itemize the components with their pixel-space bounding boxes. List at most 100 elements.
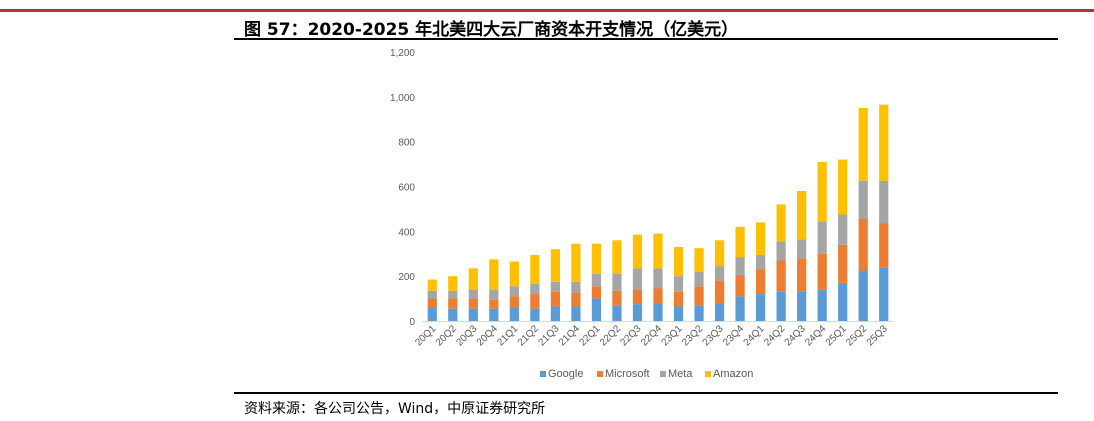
bar-microsoft-22q2: [612, 290, 622, 306]
bar-amazon-24q3: [797, 190, 807, 240]
bar-meta-20q4: [489, 289, 499, 300]
bar-amazon-20q1: [427, 279, 437, 291]
bar-google-22q1: [591, 298, 602, 321]
bar-google-23q4: [735, 296, 745, 321]
x-tick-label: 25Q3: [865, 323, 890, 348]
y-tick-label: 400: [398, 227, 415, 238]
bar-meta-20q3: [468, 289, 478, 299]
x-tick-label: 24Q2: [762, 323, 787, 348]
bar-microsoft-23q1: [673, 291, 684, 307]
bar-amazon-22q1: [591, 243, 602, 274]
x-tick-label: 20Q2: [434, 323, 459, 348]
legend-swatch-amazon: [705, 371, 711, 377]
x-tick-label: 23Q4: [721, 323, 746, 348]
bar-amazon-21q3: [550, 249, 560, 282]
bar-amazon-22q2: [612, 240, 622, 274]
bar-microsoft-24q4: [817, 253, 827, 290]
bar-google-25q3: [879, 267, 889, 321]
y-axis: 0 200 400 600 800 1,000 1,200: [390, 48, 415, 328]
bar-meta-21q4: [571, 281, 581, 293]
bar-google-22q2: [612, 305, 622, 321]
bar-amazon-22q4: [653, 233, 663, 269]
bar-microsoft-23q4: [735, 275, 745, 297]
bar-amazon-23q3: [714, 240, 725, 267]
legend-label-meta: Meta: [668, 368, 693, 380]
bar-amazon-25q1: [838, 159, 848, 215]
bar-amazon-22q3: [632, 234, 643, 269]
bar-google-23q1: [673, 306, 684, 321]
x-tick-label: 23Q3: [701, 323, 726, 348]
bar-microsoft-21q1: [509, 296, 519, 308]
x-tick-label: 22Q3: [619, 323, 644, 348]
bar-meta-20q2: [448, 290, 458, 299]
bar-microsoft-24q1: [755, 269, 766, 295]
bar-microsoft-20q1: [427, 298, 437, 308]
x-tick-label: 20Q1: [413, 323, 438, 348]
bar-microsoft-24q3: [797, 258, 807, 292]
x-tick-label: 22Q4: [639, 323, 664, 348]
title-rule: [234, 38, 1058, 40]
bar-meta-23q3: [714, 266, 725, 281]
bar-meta-24q2: [776, 241, 786, 261]
bar-meta-25q1: [838, 214, 848, 245]
x-tick-label: 23Q1: [660, 323, 685, 348]
bar-microsoft-22q3: [632, 289, 643, 305]
bar-microsoft-23q3: [714, 280, 725, 304]
y-tick-label: 0: [409, 317, 415, 328]
y-tick-label: 1,200: [390, 48, 415, 59]
x-tick-label: 21Q3: [536, 323, 561, 348]
bar-google-23q2: [694, 305, 704, 321]
bar-google-24q4: [817, 289, 827, 321]
x-tick-label: 25Q1: [824, 323, 849, 348]
bar-meta-23q2: [694, 271, 704, 287]
bar-microsoft-22q4: [653, 288, 663, 304]
bar-google-25q2: [858, 270, 868, 321]
bar-microsoft-22q1: [591, 286, 602, 299]
bar-microsoft-23q2: [694, 286, 704, 306]
bar-microsoft-21q4: [571, 292, 581, 307]
bar-google-22q4: [653, 303, 663, 321]
bar-microsoft-25q1: [838, 244, 848, 283]
bar-amazon-24q1: [755, 222, 766, 255]
bar-microsoft-21q3: [550, 291, 560, 307]
bar-microsoft-24q2: [776, 260, 786, 292]
bar-meta-24q4: [817, 221, 827, 254]
bar-meta-22q3: [632, 268, 643, 290]
bar-google-21q3: [550, 306, 560, 321]
bar-amazon-25q2: [858, 108, 868, 181]
legend-label-amazon: Amazon: [713, 368, 753, 380]
bar-microsoft-20q2: [448, 298, 458, 309]
bar-amazon-21q4: [571, 243, 581, 282]
figure-title: 图 57：2020-2025 年北美四大云厂商资本开支情况（亿美元）: [244, 20, 739, 40]
bar-meta-22q4: [653, 268, 663, 289]
bar-meta-21q3: [550, 281, 560, 292]
bar-google-20q3: [468, 308, 478, 321]
bar-series: [427, 104, 889, 321]
x-tick-label: 21Q4: [557, 323, 582, 348]
x-tick-label: 25Q2: [844, 323, 869, 348]
bar-amazon-24q2: [776, 204, 786, 242]
bar-amazon-20q4: [489, 259, 499, 290]
bar-amazon-24q4: [817, 161, 827, 222]
y-tick-label: 1,000: [390, 93, 415, 104]
bar-amazon-25q3: [879, 104, 889, 181]
bar-amazon-23q4: [735, 226, 745, 258]
x-tick-label: 23Q2: [680, 323, 705, 348]
bar-meta-24q1: [755, 254, 766, 270]
x-tick-label: 24Q1: [742, 323, 767, 348]
bar-amazon-21q2: [530, 254, 540, 285]
bottom-rule: [234, 392, 1058, 394]
bar-meta-21q2: [530, 284, 540, 295]
bar-google-20q2: [448, 308, 458, 321]
y-tick-label: 200: [398, 272, 415, 283]
bar-amazon-23q1: [673, 247, 684, 277]
x-tick-label: 21Q1: [495, 323, 520, 348]
legend: Google Microsoft Meta Amazon: [540, 368, 753, 380]
legend-swatch-meta: [660, 371, 666, 377]
legend-label-google: Google: [548, 368, 583, 380]
bar-amazon-20q3: [468, 268, 478, 290]
x-tick-label: 20Q3: [454, 323, 479, 348]
bar-microsoft-25q3: [879, 223, 889, 268]
bar-microsoft-20q3: [468, 298, 478, 309]
